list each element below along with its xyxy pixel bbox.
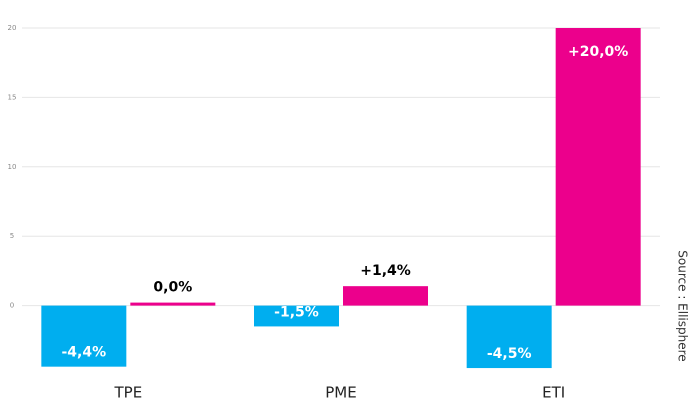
value-label: 0,0% xyxy=(153,280,192,296)
value-label: -1,5% xyxy=(274,304,319,320)
value-label: +1,4% xyxy=(360,263,411,279)
bar xyxy=(343,286,428,306)
value-label: +20,0% xyxy=(568,44,628,60)
value-label: -4,5% xyxy=(487,346,532,362)
bar xyxy=(555,28,641,306)
y-tick-label: 5 xyxy=(10,232,14,240)
bar xyxy=(130,302,216,306)
bar xyxy=(254,305,339,327)
y-tick-label: 0 xyxy=(10,302,14,310)
y-tick-label: 15 xyxy=(8,93,17,101)
y-tick-label: 20 xyxy=(8,24,17,32)
x-tick-label: PME xyxy=(325,384,356,402)
source-note: Source : Ellisphere xyxy=(676,250,690,361)
bar xyxy=(466,305,552,369)
y-tick-label: 10 xyxy=(8,163,17,171)
x-tick-label: ETI xyxy=(542,384,565,402)
x-tick-label: TPE xyxy=(113,384,142,402)
bar xyxy=(41,305,127,367)
value-label: -4,4% xyxy=(62,345,107,361)
